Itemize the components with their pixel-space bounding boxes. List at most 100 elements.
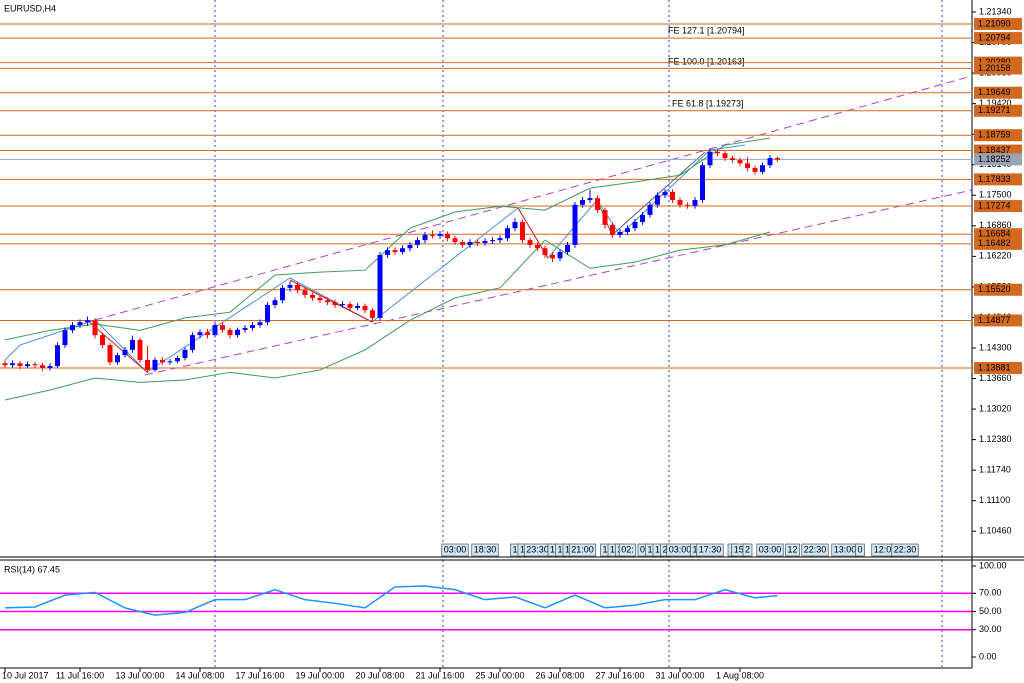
- candle-body: [430, 234, 435, 236]
- event-label: 18:30: [474, 544, 497, 554]
- y-tick-label: 1.11100: [979, 495, 1010, 505]
- event-label: 2: [745, 544, 750, 554]
- candle-body: [505, 228, 510, 239]
- event-label: 17:30: [699, 544, 722, 554]
- candle-body: [355, 305, 360, 308]
- candle-body: [227, 329, 233, 336]
- candle-body: [407, 244, 413, 249]
- price-label: 1.19649: [978, 87, 1011, 97]
- candle-body: [377, 254, 383, 318]
- candle-body: [175, 358, 180, 362]
- x-tick-label: 25 Jul 00:00: [475, 670, 524, 680]
- candle-body: [715, 151, 720, 154]
- candle-body: [280, 287, 285, 301]
- event-label: 12: [787, 544, 797, 554]
- price-label: 1.17274: [978, 200, 1011, 210]
- candle-body: [752, 168, 758, 172]
- price-label-box: [974, 32, 1022, 45]
- event-label: 1: [692, 544, 697, 554]
- candle-body: [527, 240, 533, 245]
- rsi-line: [4, 585, 778, 616]
- event-label: 15:: [734, 544, 747, 554]
- x-tick-label: 13 Jul 00:00: [115, 670, 164, 680]
- candle-body: [392, 250, 398, 253]
- price-label: 1.16684: [978, 229, 1011, 239]
- candle-body: [265, 305, 270, 323]
- annotation: FE 127.1 [1.20794]: [668, 25, 745, 35]
- candle-body: [452, 238, 458, 243]
- candle-body: [40, 365, 45, 369]
- candle-body: [767, 158, 773, 166]
- price-label-box: [974, 200, 1022, 213]
- candle-body: [220, 325, 225, 330]
- price-label-box: [974, 86, 1022, 99]
- x-tick-label: 21 Jul 16:00: [415, 670, 464, 680]
- candle-body: [572, 204, 578, 245]
- price-label: 1.13881: [978, 362, 1011, 372]
- event-label: 1: [655, 544, 660, 554]
- candle-body: [692, 200, 698, 206]
- channel-line: [144, 189, 973, 376]
- candle-body: [400, 248, 405, 253]
- y-tick-label: 1.11740: [979, 465, 1011, 475]
- x-tick-label: 11 Jul 16:00: [56, 670, 104, 680]
- candle-body: [182, 349, 188, 359]
- candle-body: [107, 345, 113, 363]
- event-box: [441, 543, 469, 557]
- price-label: 1.16482: [978, 238, 1011, 248]
- y-tick-label: 0.00: [979, 651, 997, 661]
- x-tick-label: 27 Jul 16:00: [595, 670, 644, 680]
- candle-body: [737, 159, 743, 164]
- event-label: 03:00: [669, 544, 692, 554]
- candle-body: [460, 242, 465, 245]
- candle-body: [542, 248, 548, 255]
- candle-body: [557, 252, 563, 259]
- candle-body: [152, 359, 158, 370]
- event-label: 1: [557, 544, 562, 554]
- candle-body: [197, 332, 203, 336]
- candle-body: [332, 302, 338, 306]
- rsi-title: RSI(14) 67.45: [4, 564, 60, 574]
- candle-body: [137, 339, 143, 360]
- price-label: 1.17833: [978, 174, 1011, 184]
- y-tick-label: 1.16860: [979, 220, 1012, 230]
- candle-body: [347, 304, 353, 308]
- event-label: 03:00: [759, 544, 782, 554]
- event-label: 2: [662, 544, 667, 554]
- x-tick-label: 10 Jul 2017: [2, 670, 49, 680]
- candle-body: [385, 250, 390, 255]
- candle-body: [295, 284, 300, 291]
- candle-body: [685, 204, 690, 206]
- candle-body: [92, 320, 98, 336]
- event-box: [568, 543, 597, 557]
- event-label: 0: [640, 544, 645, 554]
- price-label-box: [974, 173, 1022, 186]
- candle-body: [625, 228, 630, 233]
- event-label: 12:0: [874, 544, 892, 554]
- annotation: FE 100.0 [1.20163]: [668, 56, 745, 66]
- y-tick-label: 30.00: [979, 624, 1002, 634]
- candle-body: [47, 366, 53, 369]
- candle-body: [287, 284, 293, 288]
- candle-body: [250, 325, 255, 328]
- candle-body: [10, 363, 15, 366]
- candle-body: [257, 322, 263, 326]
- candle-body: [340, 304, 345, 306]
- candle-body: [17, 363, 23, 367]
- candle-body: [707, 151, 713, 166]
- y-tick-label: 1.13660: [979, 373, 1012, 383]
- candle-body: [722, 153, 728, 159]
- channel-line: [94, 75, 973, 321]
- y-tick-label: 1.13020: [979, 403, 1012, 413]
- candle-body: [310, 295, 315, 298]
- candle-body: [437, 233, 443, 236]
- event-box: [891, 543, 919, 557]
- price-label-box: [974, 228, 1022, 241]
- event-label: 13:00: [834, 544, 857, 554]
- candle-body: [2, 363, 8, 366]
- y-tick-label: 1.10460: [979, 526, 1012, 536]
- candle-body: [490, 240, 495, 242]
- candle-body: [122, 349, 128, 356]
- price-label: 1.21090: [978, 18, 1011, 28]
